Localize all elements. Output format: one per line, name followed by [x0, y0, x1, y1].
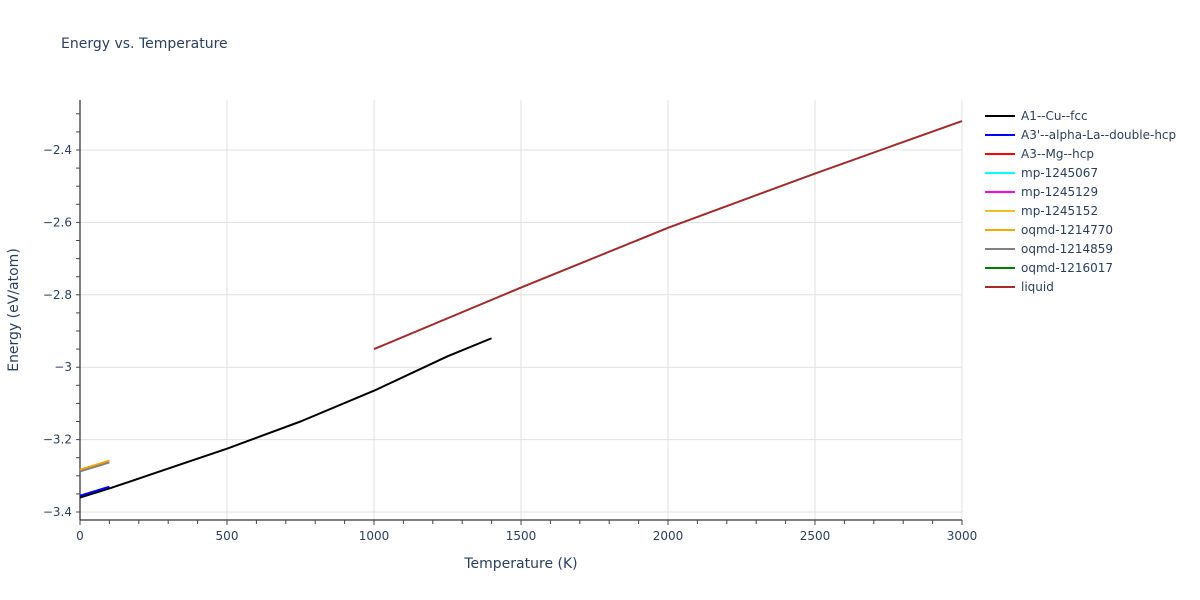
- legend-label: A3--Mg--hcp: [1021, 146, 1094, 161]
- chart-title: Energy vs. Temperature: [61, 36, 228, 52]
- x-tick-label: 500: [216, 529, 239, 543]
- y-tick-label: −2.8: [43, 288, 72, 302]
- legend-item[interactable]: oqmd-1216017: [985, 258, 1176, 277]
- x-tick-label: 1500: [506, 529, 537, 543]
- legend-label: oqmd-1214859: [1021, 241, 1114, 256]
- legend-label: A3'--alpha-La--double-hcp: [1021, 127, 1177, 142]
- series-line-oqmd-1214859[interactable]: [79, 461, 110, 473]
- legend-swatch: [985, 190, 1015, 193]
- legend-item[interactable]: oqmd-1214770: [985, 220, 1176, 239]
- legend-swatch: [985, 266, 1015, 269]
- y-tick-label: −3.4: [43, 505, 72, 519]
- legend-label: A1--Cu--fcc: [1021, 108, 1088, 123]
- series-line-liquid[interactable]: [373, 120, 963, 351]
- legend: A1--Cu--fcc A3'--alpha-La--double-hcp A3--…: [985, 106, 1176, 296]
- legend-item[interactable]: mp-1245067: [985, 163, 1176, 182]
- legend-swatch: [985, 133, 1015, 136]
- legend-item[interactable]: mp-1245152: [985, 201, 1176, 220]
- legend-item[interactable]: A3'--alpha-La--double-hcp: [985, 125, 1176, 144]
- series-line-a3-alpha-la-double-hcp[interactable]: [79, 485, 110, 497]
- legend-label: liquid: [1021, 279, 1054, 294]
- legend-swatch: [985, 152, 1015, 155]
- legend-swatch: [985, 228, 1015, 231]
- legend-item[interactable]: mp-1245129: [985, 182, 1176, 201]
- legend-item[interactable]: A1--Cu--fcc: [985, 106, 1176, 125]
- legend-item[interactable]: A3--Mg--hcp: [985, 144, 1176, 163]
- legend-label: oqmd-1216017: [1021, 260, 1114, 275]
- legend-swatch: [985, 209, 1015, 212]
- x-tick-label: 2000: [653, 529, 684, 543]
- x-tick-label: 3000: [947, 529, 978, 543]
- legend-swatch: [985, 171, 1015, 174]
- y-tick-label: −2.6: [43, 215, 72, 229]
- x-axis-title: Temperature (K): [463, 556, 577, 572]
- y-axis-title: Energy (eV/atom): [6, 248, 22, 372]
- legend-label: mp-1245152: [1021, 203, 1099, 218]
- x-tick-label: 1000: [359, 529, 390, 543]
- y-tick-label: −3: [54, 360, 72, 374]
- legend-item[interactable]: liquid: [985, 277, 1176, 296]
- legend-swatch: [985, 114, 1015, 117]
- series-line-oqmd-1214770[interactable]: [79, 459, 110, 471]
- legend-swatch: [985, 247, 1015, 250]
- legend-item[interactable]: oqmd-1214859: [985, 239, 1176, 258]
- legend-swatch: [985, 285, 1015, 288]
- x-tick-label: 2500: [800, 529, 831, 543]
- legend-label: mp-1245067: [1021, 165, 1099, 180]
- series-line-a1-cu-fcc[interactable]: [79, 337, 492, 499]
- legend-label: oqmd-1214770: [1021, 222, 1114, 237]
- y-tick-label: −2.4: [43, 143, 72, 157]
- x-tick-label: 0: [76, 529, 84, 543]
- y-tick-label: −3.2: [43, 433, 72, 447]
- legend-label: mp-1245129: [1021, 184, 1099, 199]
